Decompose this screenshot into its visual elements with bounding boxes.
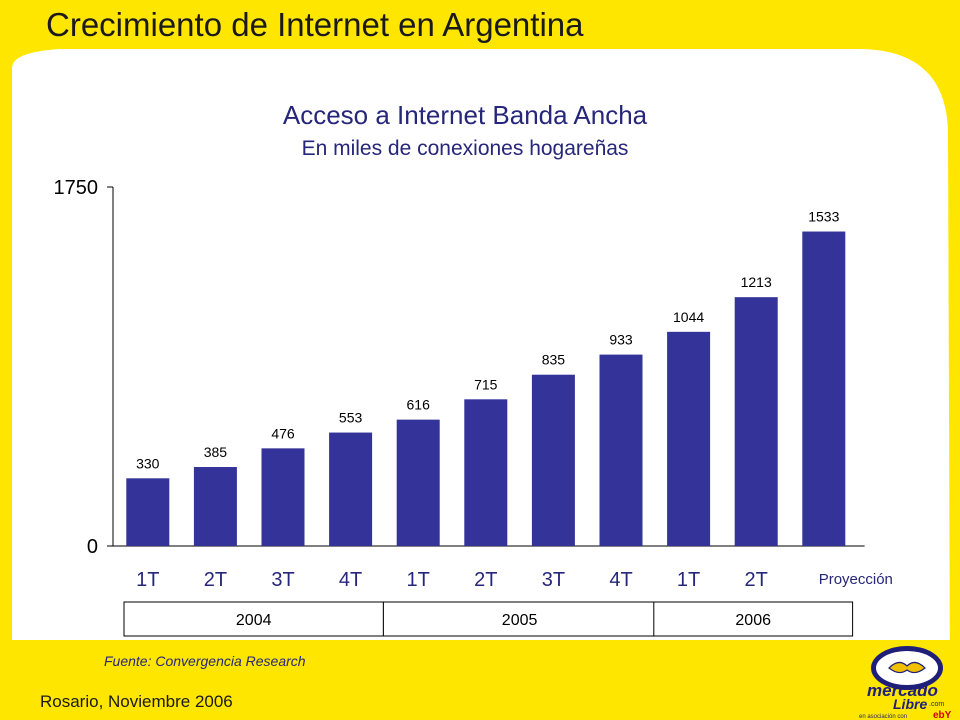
bar [531,374,575,546]
bar-value-label: 616 [407,397,431,413]
category-label: 1T [136,569,159,591]
year-group-label: 2006 [735,612,771,629]
bar-value-label: 933 [609,332,633,348]
logo-partner-text: en asociación con [859,714,907,720]
bar-value-label: 385 [204,444,228,460]
year-group-label: 2004 [236,612,272,629]
category-label: 3T [542,569,565,591]
category-label: 3T [271,569,294,591]
bar-value-label: 330 [136,455,160,471]
category-label: 2T [745,569,768,591]
bar-value-label: 1533 [808,209,839,225]
bar [329,432,373,546]
bar-value-label: 1044 [673,309,704,325]
source-note: Fuente: Convergencia Research [104,653,306,669]
category-label: Proyección [819,571,893,588]
year-group-label: 2005 [502,612,538,629]
bar [126,478,170,546]
category-label: 4T [339,569,362,591]
year-group-box [653,601,854,637]
y-tick-label: 1750 [54,177,99,199]
category-label: 1T [677,569,700,591]
bar-value-label: 835 [542,352,566,368]
yellow-lower-band [0,640,960,720]
bar-value-label: 1213 [741,274,772,290]
bar [599,354,643,546]
year-group-box [123,601,384,637]
bar-value-label: 715 [474,376,498,392]
bar-value-label: 553 [339,410,363,426]
bar-value-label: 476 [271,425,295,441]
chart-title: Acceso a Internet Banda Ancha [282,100,648,130]
handshake-icon [888,661,926,674]
bar [667,331,711,546]
category-label: 2T [204,569,227,591]
category-label: 2T [474,569,497,591]
logo-word-libre: Libre [893,696,927,712]
logo-word-com: .com [929,701,944,708]
bar [464,399,508,546]
logo-word-mercado: mercado [867,681,938,700]
slide-title: Crecimiento de Internet en Argentina [46,6,584,43]
y-tick-label: 0 [87,536,98,558]
bar [193,467,237,546]
ebay-logo: ebY [933,710,952,720]
category-label: 1T [407,569,430,591]
chart-subtitle: En miles de conexiones hogareñas [301,137,629,160]
bar [261,448,305,546]
bar [802,231,846,547]
category-label: 4T [609,569,632,591]
mercadolibre-logo: mercado Libre .com en asociación con ebY [859,646,952,720]
footer-text: Rosario, Noviembre 2006 [40,692,233,711]
bar [734,297,778,546]
bar [396,419,440,546]
